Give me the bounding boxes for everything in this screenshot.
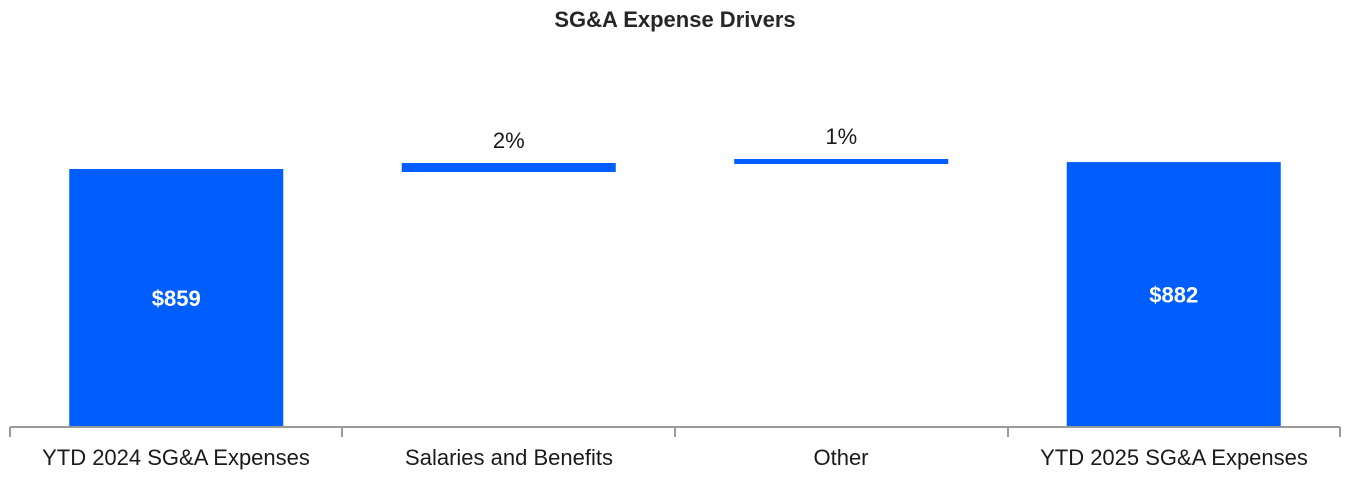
x-axis xyxy=(9,426,1341,437)
bars-group xyxy=(69,159,1281,427)
delta-bar xyxy=(401,163,616,172)
bar-change-label: 1% xyxy=(825,124,857,149)
x-tick-label: YTD 2024 SG&A Expenses xyxy=(42,445,310,470)
x-axis-tick-labels: YTD 2024 SG&A Expenses Salaries and Bene… xyxy=(42,445,1308,470)
data-labels-group: $859 2% 1% $882 xyxy=(152,124,1198,311)
x-tick-label: Salaries and Benefits xyxy=(405,445,613,470)
total-bar xyxy=(1066,162,1281,427)
chart-title: SG&A Expense Drivers xyxy=(554,7,795,32)
delta-bar xyxy=(734,159,949,164)
total-bar xyxy=(69,169,284,427)
bar-value-label: $882 xyxy=(1149,283,1198,308)
bar-change-label: 2% xyxy=(493,128,525,153)
x-tick-label: YTD 2025 SG&A Expenses xyxy=(1040,445,1308,470)
bar-value-label: $859 xyxy=(152,286,201,311)
x-tick-label: Other xyxy=(813,445,868,470)
